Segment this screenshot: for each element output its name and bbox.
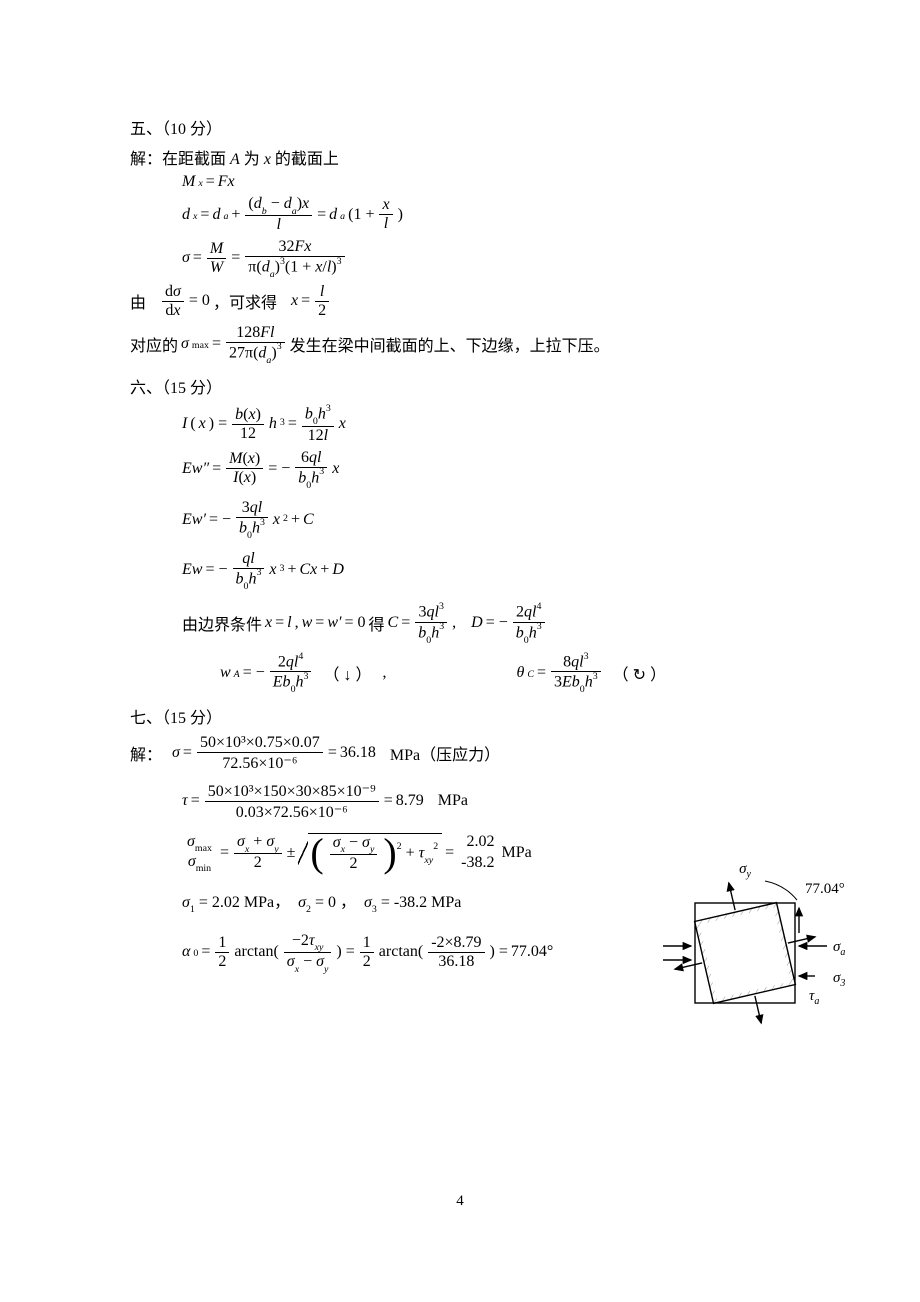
rotate-arrow: （ ↻ ） (613, 661, 666, 685)
p7-sigma: 解： σ = 50×10³×0.75×0.0772.56×10⁻⁶ = 36.1… (130, 734, 810, 773)
val: 8.79 (396, 792, 424, 810)
p5-eq-dx: dx = da + (db − da)xl = da(1 + xl) (182, 195, 810, 234)
text: 对应的 (130, 332, 178, 356)
var-A: A (230, 151, 240, 168)
svg-text:σy: σy (739, 861, 751, 880)
p5-derive: 由 dσdx = 0 ，可求得 x = l2 (130, 283, 810, 320)
p6-eq-Ew: Ew = − qlb0h3x3 + Cx + D (182, 550, 810, 591)
unit: MPa（压应力） (390, 741, 500, 765)
p6-eq-I: I(x) = b(x)12h3 = b0h312lx (182, 404, 810, 445)
text: 发生在梁中间截面的上、下边缘，上拉下压。 (290, 332, 610, 356)
p5-eq-sigma: σ = MW = 32Fxπ(da)3(1 + x/l)3 (182, 238, 810, 279)
svg-text:σ3: σ3 (833, 970, 845, 989)
min-val: -38.2 (461, 853, 494, 874)
text: 为 (240, 151, 264, 168)
page-content: 五、（10 分） 解：在距截面 A 为 x 的截面上 Mx = Fx dx = … (130, 105, 810, 977)
p7-tau: τ = 50×10³×150×30×85×10⁻⁹0.03×72.56×10⁻⁶… (182, 781, 810, 822)
n: 128 (236, 324, 260, 341)
text: 由 (130, 289, 146, 313)
var-x: x (264, 151, 271, 168)
text: 的截面上 (271, 151, 339, 168)
svg-text:77.04°: 77.04° (805, 881, 845, 897)
p5-eq-Mx: Mx = Fx (182, 173, 810, 191)
p6-heading: 六、（15 分） (130, 374, 810, 398)
text: 得 (369, 611, 385, 635)
max-val: 2.02 (467, 832, 495, 853)
page-number: 4 (0, 1193, 920, 1210)
svg-text:σa: σa (833, 939, 845, 958)
unit: MPa (438, 792, 468, 810)
coef: 32 (278, 238, 294, 255)
p5-intro: 解：在距截面 A 为 x 的截面上 (130, 145, 810, 169)
p7-heading: 七、（15 分） (130, 704, 810, 728)
p5-heading: 五、（10 分） (130, 115, 810, 139)
text: 由边界条件 (182, 611, 262, 635)
n: 27 (229, 344, 245, 361)
svg-text:τa: τa (809, 988, 819, 1007)
p6-eq-Ew2: Ew″ = M(x)I(x) = − 6qlb0h3x (182, 449, 810, 490)
val: 36.18 (340, 744, 376, 762)
solve-label: 解： (130, 741, 162, 765)
p6-bc: 由边界条件 x = l, w = w′ = 0 得 C = 3ql3b0h3 ,… (182, 602, 810, 644)
p5-sigma-max: 对应的 σmax = 128Fl27π(da)3 发生在梁中间截面的上、下边缘，… (130, 324, 810, 365)
down-arrow: （ ↓ ） (323, 661, 371, 685)
text: 解：在距截面 (130, 151, 230, 168)
val: 77.04° (511, 943, 553, 961)
p6-results: wA = − 2ql4Eb0h3 （ ↓ ） , θC = 8ql33Eb0h3… (220, 652, 810, 694)
stress-element-diagram: σy 77.04° σa σ3 τa (645, 858, 865, 1048)
text: ，可求得 (213, 289, 277, 313)
p6-eq-Ewp: Ew′ = − 3qlb0h3x2 + C (182, 499, 810, 540)
